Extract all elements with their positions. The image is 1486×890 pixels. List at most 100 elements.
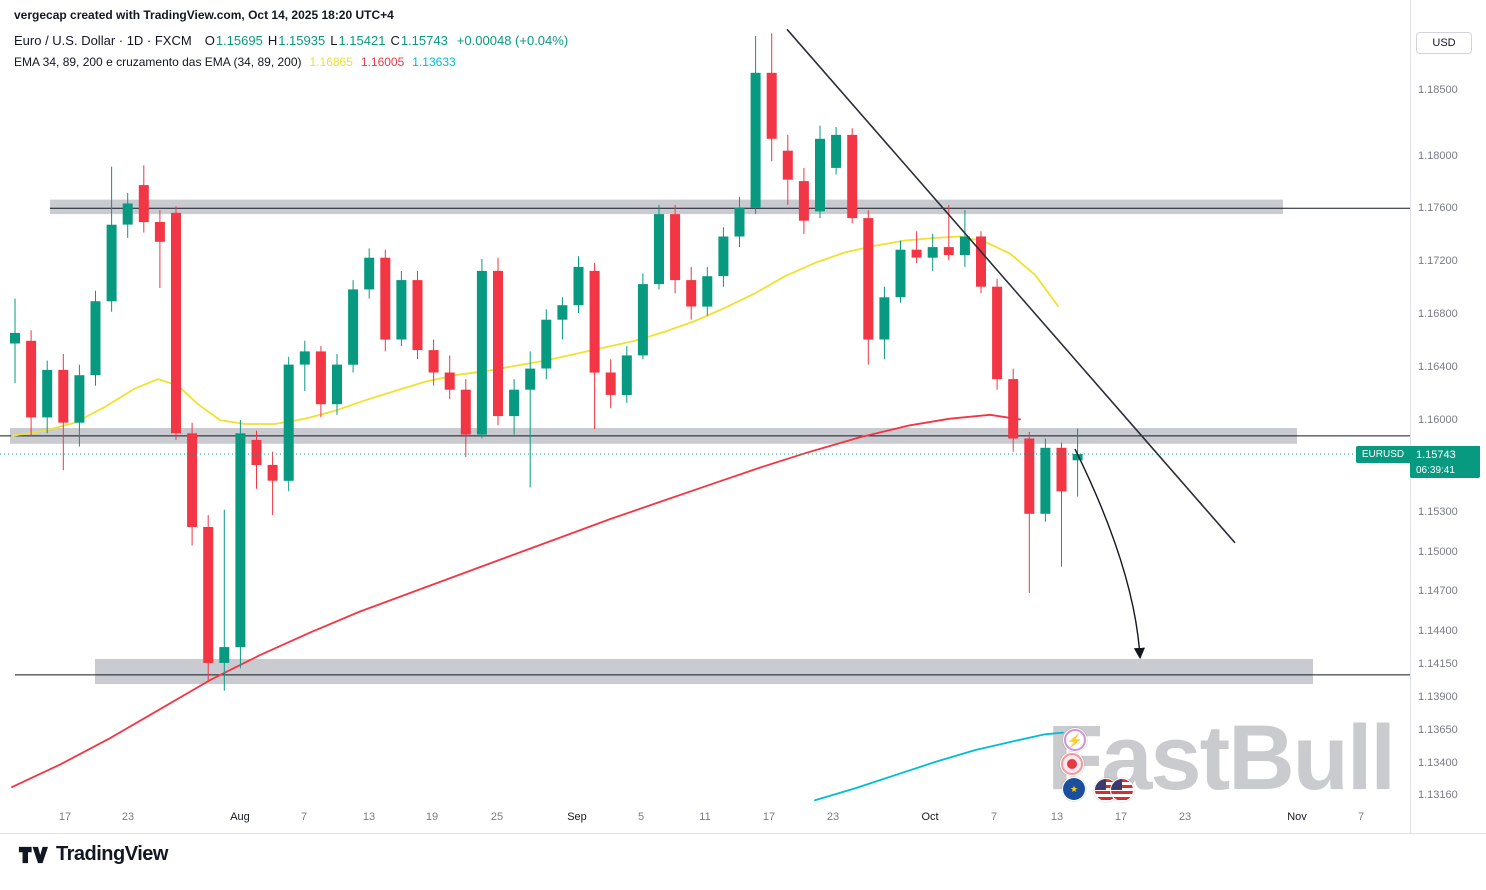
time-axis-label: 23 [826,811,840,823]
candle [911,249,922,258]
candle [219,647,230,663]
time-axis-label: 23 [1178,811,1192,823]
ema-200-line [814,731,1064,802]
candle [831,134,842,168]
ohlc-open-label: O [204,33,215,48]
price-axis-label: 1.16000 [1418,413,1458,426]
ema-200-value: 1.13633 [412,55,456,69]
eu-flag-icon: ★ [1063,778,1085,800]
time-axis-separator [0,833,1486,834]
candle [976,236,986,287]
candle [734,207,745,237]
reaction-icon-flag-eu[interactable]: ★ [1062,777,1086,801]
tradingview-logo-text: TradingView [56,843,168,865]
trendline[interactable] [786,28,1236,544]
price-axis-separator [1410,0,1411,833]
candle [332,364,342,405]
time-axis[interactable]: 17 23 Aug 7 13 19 25 Sep 5 11 17 23 Oct 7 13 17 23 Nov 7 [0,805,1410,833]
candle [412,280,423,351]
ohlc-low-value: 1.15421 [338,33,386,48]
candle [348,289,359,365]
tradingview-logo[interactable]: TradingView [18,843,168,866]
candle [1008,379,1019,439]
candle [283,364,294,481]
candle [74,375,85,423]
ohlc-low-label: L [330,33,338,48]
candle [782,150,793,180]
candle [106,224,117,302]
currency-usd-button[interactable]: USD [1416,32,1472,54]
candle [251,439,262,465]
price-axis-label: 1.15000 [1418,545,1458,558]
price-axis-label: 1.18500 [1418,83,1458,96]
time-axis-label: 17 [762,811,776,823]
symbol-title[interactable]: Euro / U.S. Dollar · 1D · FXCM [14,33,192,48]
candle [493,270,503,417]
price-change: +0.00048 (+0.04%) [456,33,569,48]
reaction-icon-flag-us-2[interactable] [1110,778,1134,802]
price-axis-label: 1.17200 [1418,255,1458,268]
candle [90,301,101,376]
candle [557,305,568,320]
candle [315,351,326,405]
candle [1072,454,1083,461]
time-axis-label: Sep [567,811,587,823]
sr-zone [95,659,1313,685]
time-axis-label: 7 [1357,811,1365,823]
reaction-icon-heart[interactable] [1060,752,1084,776]
time-axis-label: 5 [637,811,645,823]
candle [750,72,761,208]
candle [299,351,310,365]
time-axis-label: Aug [230,811,250,823]
heart-icon [1061,753,1083,775]
candle [895,249,906,298]
time-axis-label: 11 [699,811,711,823]
price-axis[interactable]: USD 1.18500 1.18000 1.17600 1.17200 1.16800 1… [1410,0,1486,833]
candle [1024,438,1035,514]
time-axis-label: 13 [362,811,376,823]
current-price-badge[interactable]: EURUSD 1.15743 06:39:41 [1356,446,1480,478]
ema-34-value: 1.16865 [309,55,353,69]
chart-legend: Euro / U.S. Dollar · 1D · FXCM O 1.15695 … [14,33,568,48]
time-axis-label: 23 [121,811,135,823]
candle [637,284,648,356]
candle [766,72,777,139]
candle [573,266,584,306]
candle [460,389,471,435]
price-axis-label: 1.14150 [1418,657,1458,670]
us-flag-icon [1111,779,1133,801]
time-axis-label: 17 [1114,811,1128,823]
candle [203,527,214,663]
price-axis-label: 1.13160 [1418,788,1458,801]
attribution-text: vergecap created with TradingView.com, O… [14,8,394,22]
ema-89-value: 1.16005 [360,55,405,69]
ohlc-close-value: 1.15743 [400,33,448,48]
candle [187,433,198,527]
price-axis-label: 1.13400 [1418,756,1458,769]
candle [10,332,20,344]
candle [525,368,536,390]
candle [541,319,552,369]
ohlc-high-label: H [267,33,278,48]
candle [605,372,616,395]
candle [927,247,938,258]
current-price-value: 1.15743 [1410,446,1480,463]
projection-arrow[interactable] [1074,448,1146,660]
price-axis-label: 1.15300 [1418,506,1458,518]
price-chart[interactable] [0,0,1410,833]
candle [686,280,697,307]
candle [444,372,455,390]
sr-zone [50,199,1283,215]
candle [154,222,165,242]
candle [702,276,713,307]
reaction-icon-lightning[interactable]: ⚡ [1063,728,1087,752]
tradingview-logo-icon [18,846,48,863]
indicator-legend[interactable]: EMA 34, 89, 200 e cruzamento das EMA (34… [14,55,456,69]
ohlc-close-label: C [390,33,400,48]
candle [428,350,439,373]
candle [589,270,600,373]
candle [943,247,954,255]
time-axis-label: 19 [425,811,439,823]
candle [122,203,133,225]
